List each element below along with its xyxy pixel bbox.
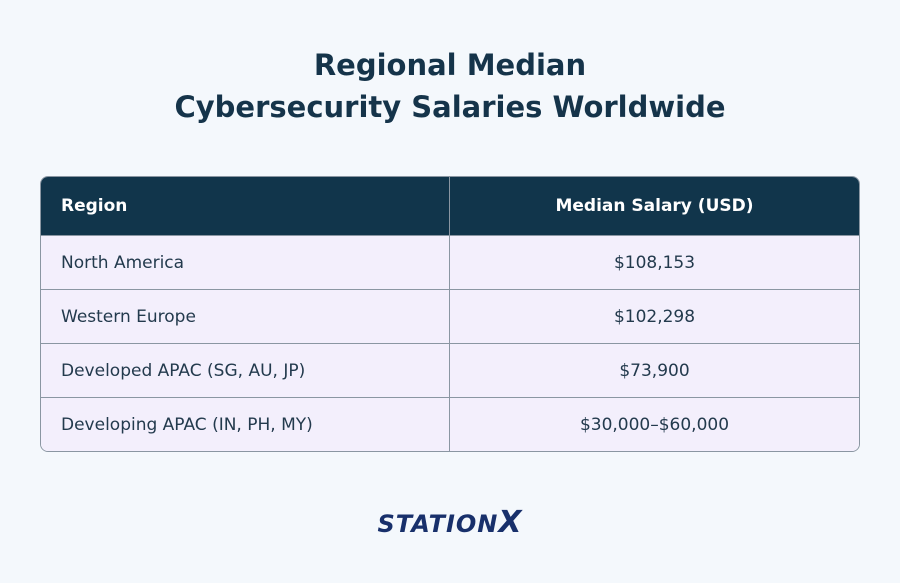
- salary-table: Region Median Salary (USD) North America…: [40, 176, 860, 452]
- header-row: Region Median Salary (USD): [41, 177, 859, 235]
- table-row: Developing APAC (IN, PH, MY) $30,000–$60,…: [41, 397, 859, 451]
- salary-cell: $108,153: [450, 235, 859, 289]
- column-header: Median Salary (USD): [450, 177, 859, 235]
- salary-cell: $30,000–$60,000: [450, 397, 859, 451]
- region-cell: Western Europe: [41, 289, 450, 343]
- title-line: Regional Median: [313, 48, 587, 82]
- salary-cell: $73,900: [450, 343, 859, 397]
- logo-x: X: [498, 505, 523, 540]
- table-row: North America $108,153: [41, 235, 859, 289]
- region-cell: Developed APAC (SG, AU, JP): [41, 343, 450, 397]
- table-row: Western Europe $102,298: [41, 289, 859, 343]
- title: Regional Median Cybersecurity Salaries W…: [0, 44, 900, 128]
- title-line: Cybersecurity Salaries Worldwide: [174, 90, 726, 124]
- column-header: Region: [41, 177, 450, 235]
- logo-text: STATION: [377, 510, 499, 538]
- region-cell: Developing APAC (IN, PH, MY): [41, 397, 450, 451]
- logo: STATIONX: [0, 505, 900, 540]
- salary-cell: $102,298: [450, 289, 859, 343]
- region-cell: North America: [41, 235, 450, 289]
- table-row: Developed APAC (SG, AU, JP) $73,900: [41, 343, 859, 397]
